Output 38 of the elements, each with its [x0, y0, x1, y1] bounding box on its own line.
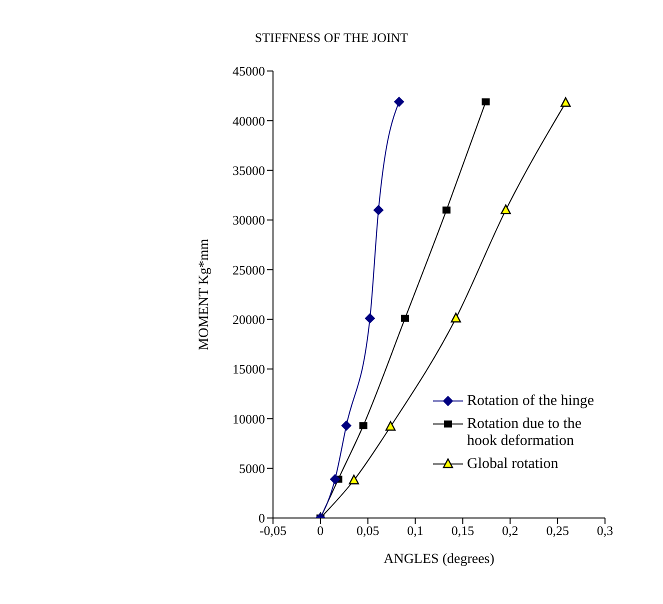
- point: [442, 206, 450, 214]
- x-axis-title: ANGLES (degrees): [384, 552, 495, 567]
- point: [482, 98, 490, 106]
- x-tick-label: 0,15: [451, 523, 474, 538]
- legend-label: Rotation of the hinge: [467, 393, 594, 410]
- y-tick-label: 0: [258, 510, 265, 526]
- y-tick-label: 5000: [239, 460, 265, 476]
- point: [359, 422, 368, 430]
- x-tick-label: 0,05: [356, 523, 380, 538]
- y-tick-label: 20000: [232, 312, 265, 327]
- point: [348, 474, 360, 484]
- x-tick-label: 0,25: [546, 523, 569, 538]
- point: [364, 313, 375, 324]
- point: [401, 314, 410, 322]
- legend-label: Global rotation: [467, 456, 558, 473]
- x-tick-label: 0,2: [502, 523, 518, 538]
- y-tick-label: 35000: [232, 162, 265, 178]
- y-tick-label: 30000: [232, 212, 265, 228]
- y-tick-label: 10000: [232, 411, 265, 426]
- point: [330, 474, 340, 484]
- x-tick-label: 0: [317, 523, 324, 538]
- x-tick-label: 0,3: [596, 523, 614, 538]
- y-tick-label: 25000: [232, 262, 265, 278]
- x-tick-label: -0,05: [259, 523, 287, 538]
- y-tick-label: 15000: [232, 362, 265, 377]
- y-tick-label: 45000: [232, 64, 265, 79]
- point: [500, 204, 511, 214]
- chart-title: STIFFNESS OF THE JOINT: [254, 30, 410, 46]
- x-tick-label: 0,1: [407, 523, 424, 538]
- legend-label: Rotation due to the hook deformation: [467, 416, 583, 450]
- point: [450, 312, 461, 322]
- point: [385, 421, 396, 431]
- point: [560, 97, 571, 107]
- y-tick-label: 40000: [232, 113, 265, 128]
- point: [394, 96, 404, 107]
- y-axis-title: MOMENT Kg*mm: [196, 238, 212, 350]
- point: [341, 420, 352, 431]
- point: [373, 205, 384, 216]
